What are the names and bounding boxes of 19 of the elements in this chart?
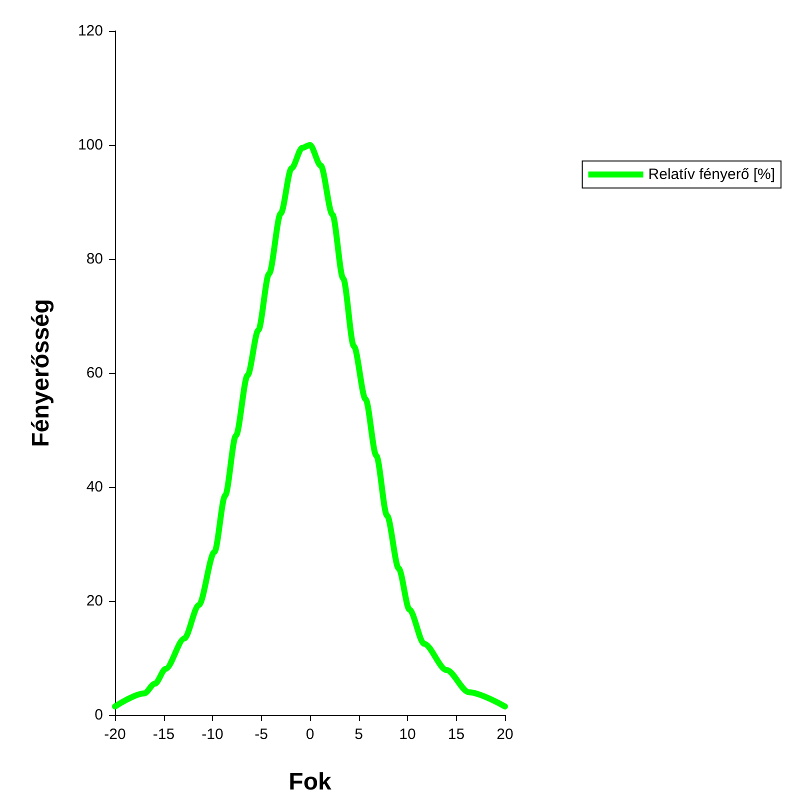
y-tick-label: 100 bbox=[78, 136, 103, 154]
y-axis-title: Fényerősség bbox=[28, 298, 54, 448]
y-tick-label: 20 bbox=[86, 592, 103, 610]
legend-label: Relatív fényerő [%] bbox=[648, 166, 776, 183]
x-tick-label: -20 bbox=[104, 726, 126, 743]
x-tick-label: 5 bbox=[354, 726, 363, 743]
y-tick-label: 60 bbox=[86, 364, 103, 382]
x-tick-label: 20 bbox=[496, 726, 514, 743]
y-tick-label: 80 bbox=[86, 250, 103, 268]
x-axis-title: Fok bbox=[288, 768, 332, 796]
x-tick-label: -10 bbox=[202, 726, 224, 743]
x-tick-label: 15 bbox=[448, 726, 465, 743]
y-tick-label: 0 bbox=[94, 706, 103, 724]
x-tick-label: -5 bbox=[254, 726, 268, 743]
y-tick-label: 120 bbox=[78, 22, 103, 40]
y-tick-label: 40 bbox=[86, 478, 103, 496]
x-tick-label: 10 bbox=[399, 726, 416, 743]
x-tick-label: 0 bbox=[306, 726, 314, 743]
x-tick-label: -15 bbox=[152, 726, 175, 743]
